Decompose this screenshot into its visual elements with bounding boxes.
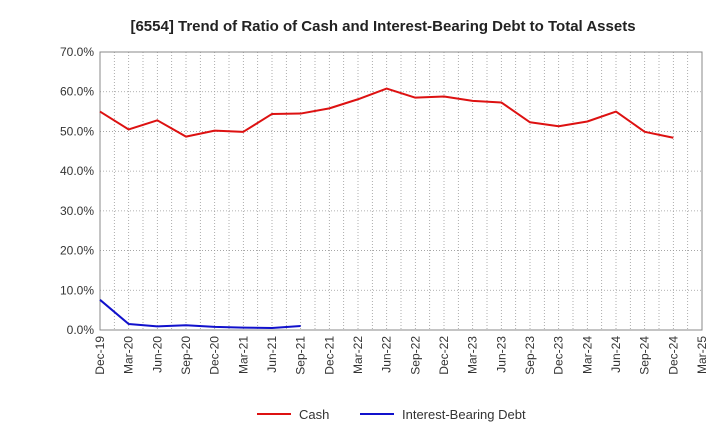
x-tick-label: Jun-20	[150, 336, 164, 373]
y-tick-label: 50.0%	[60, 124, 94, 138]
series-lines	[99, 87, 674, 330]
x-tick-label: Dec-24	[666, 336, 680, 375]
x-tick-label: Mar-25	[695, 336, 709, 374]
x-tick-label: Sep-20	[179, 336, 193, 375]
y-tick-label: 30.0%	[60, 204, 94, 218]
y-tick-label: 20.0%	[60, 244, 94, 258]
x-tick-label: Mar-23	[466, 336, 480, 374]
y-axis: 0.0% 10.0% 20.0% 30.0% 40.0% 50.0% 60.0% 70.0%	[60, 45, 94, 337]
chart-title: [6554] Trend of Ratio of Cash and Intere…	[130, 18, 635, 35]
y-tick-label: 40.0%	[60, 164, 94, 178]
x-tick-label: Dec-20	[208, 336, 222, 375]
plot-frame	[99, 51, 703, 331]
x-tick-label: Mar-20	[122, 336, 136, 374]
x-tick-label: Dec-21	[322, 336, 336, 375]
legend-label: Interest-Bearing Debt	[402, 407, 526, 422]
x-axis: Dec-19 Mar-20 Jun-20 Sep-20 Dec-20 Mar-21 Jun-…	[93, 336, 709, 375]
series-line-cash	[99, 87, 674, 139]
x-tick-label: Jun-23	[494, 336, 508, 373]
y-tick-label: 10.0%	[60, 283, 94, 297]
x-tick-label: Dec-22	[437, 336, 451, 375]
x-tick-label: Mar-21	[236, 336, 250, 374]
legend: Cash Interest-Bearing Debt	[257, 407, 526, 422]
y-tick-label: 70.0%	[60, 45, 94, 59]
x-tick-label: Sep-24	[638, 336, 652, 375]
y-tick-label: 60.0%	[60, 85, 94, 99]
x-tick-label: Jun-21	[265, 336, 279, 373]
x-tick-label: Mar-22	[351, 336, 365, 374]
x-tick-label: Sep-22	[408, 336, 422, 375]
legend-label: Cash	[299, 407, 329, 422]
x-tick-label: Dec-19	[93, 336, 107, 375]
x-tick-label: Sep-23	[523, 336, 537, 375]
x-tick-label: Sep-21	[294, 336, 308, 375]
y-tick-label: 0.0%	[67, 323, 95, 337]
x-tick-label: Jun-24	[609, 336, 623, 373]
series-line-interest-bearing-debt	[99, 299, 301, 330]
x-tick-label: Mar-24	[580, 336, 594, 374]
x-tick-label: Jun-22	[380, 336, 394, 373]
x-tick-label: Dec-23	[552, 336, 566, 375]
